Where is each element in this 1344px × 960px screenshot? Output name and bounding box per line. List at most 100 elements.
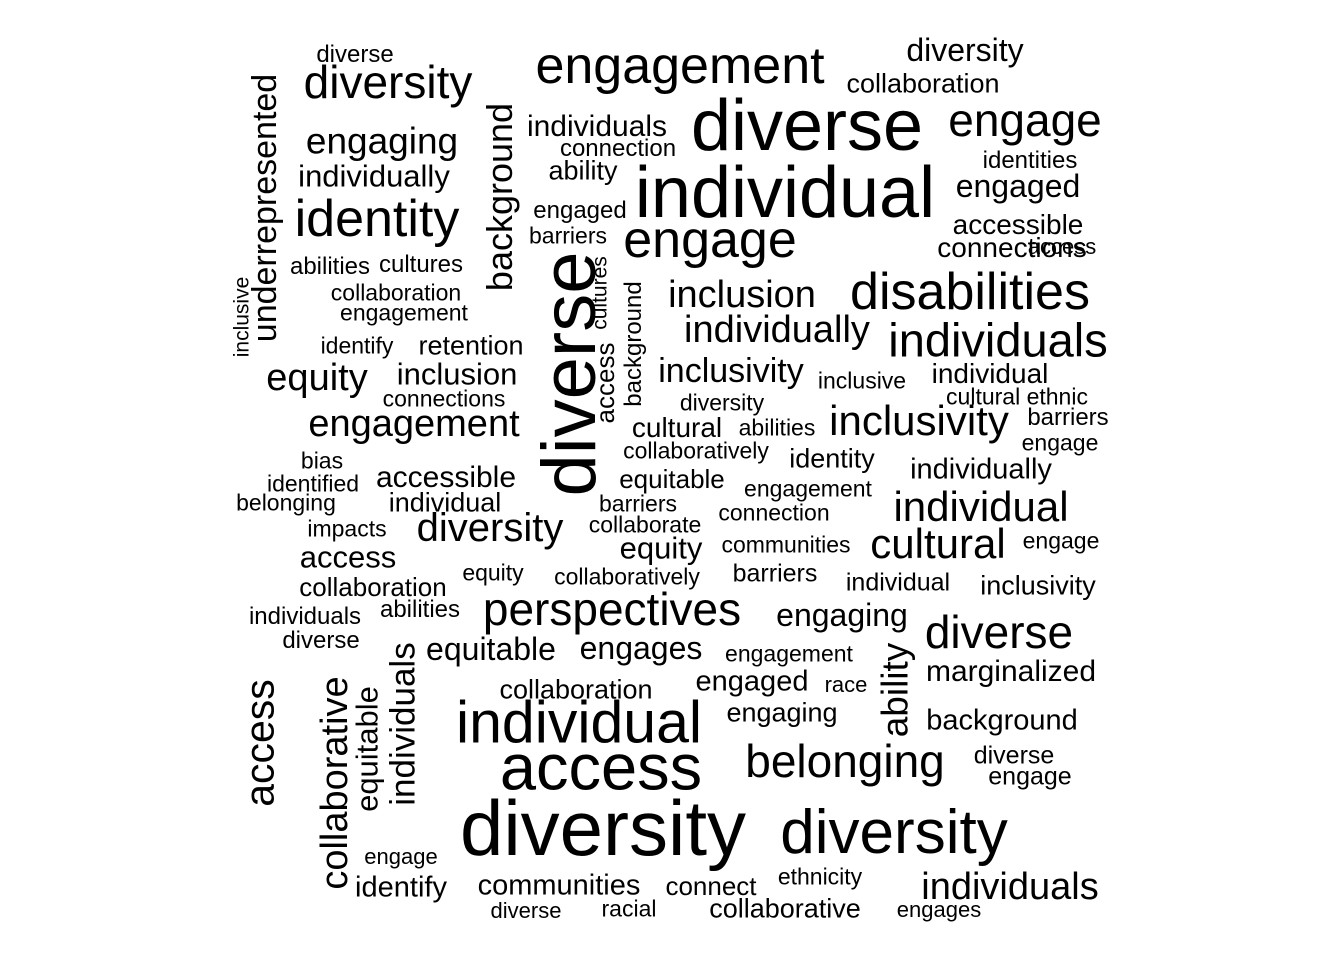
word-individual: individual [388,487,502,518]
word-engage: engage [988,762,1072,791]
word-equity: equity [619,530,703,566]
word-diversity: diversity [416,506,564,550]
word-barriers: barriers [1027,404,1109,431]
word-abilities: abilities [379,596,461,623]
word-access: access [590,342,620,424]
word-diversity: diversity [780,798,1008,867]
word-diverse: diverse [973,741,1055,770]
word-engagement: engagement [340,299,468,326]
word-inclusive: inclusive [230,276,254,358]
word-inclusion: inclusion [396,356,518,392]
word-background: background [926,704,1078,737]
word-barriers: barriers [732,559,818,588]
word-identity: identity [789,443,875,474]
word-connections: connections [937,232,1087,263]
word-access: access [236,679,283,807]
word-engage: engage [623,211,797,269]
word-diversity: diversity [303,56,473,108]
word-identity: identity [294,190,460,248]
word-race: race [824,672,868,697]
word-individual: individual [931,358,1049,389]
word-individuals: individuals [888,313,1108,367]
word-engage: engage [1021,429,1099,456]
word-accessible: accessible [375,461,517,494]
word-barriers: barriers [529,222,607,249]
word-collaboration: collaboration [299,572,447,602]
word-engages: engages [896,897,982,922]
word-perspectives: perspectives [482,583,742,635]
word-engagement: engagement [725,640,853,667]
word-belonging: belonging [236,489,336,516]
word-individually: individually [910,453,1052,486]
word-collaboration: collaboration [330,279,462,306]
word-collaboration: collaboration [499,674,653,705]
word-ability: ability [548,155,618,186]
word-background: background [620,281,647,407]
word-equity: equity [462,559,524,586]
word-barriers: barriers [599,490,677,517]
word-diversity: diversity [459,784,747,872]
word-identify: identify [355,871,447,904]
word-engagement: engagement [535,37,825,95]
word-engage: engage [948,94,1102,146]
word-access: access [499,730,703,804]
word-cultural: cultural [870,520,1006,567]
word-inclusivity: inclusivity [829,397,1009,444]
word-abilities: abilities [289,253,371,280]
word-diverse: diverse [924,606,1074,658]
word-communities: communities [721,531,851,558]
word-equitable: equitable [426,631,556,667]
word-diversity: diversity [906,32,1024,68]
word-collaborative: collaborative [709,893,861,924]
word-impacts: impacts [307,515,387,542]
word-engage: engage [364,844,438,869]
word-engaged: engaged [533,197,627,224]
word-diverse: diverse [282,627,360,654]
word-background: background [479,102,520,292]
word-individual: individual [456,689,702,756]
word-identities: identities [982,147,1078,174]
word-engaged: engaged [695,665,809,698]
word-engaging: engaging [726,697,838,728]
word-diverse: diverse [316,41,394,68]
word-connect: connect [665,871,757,901]
word-ethnicity: ethnicity [777,863,863,890]
word-accessible: accessible [952,209,1084,240]
word-individually: individually [298,158,450,194]
word-individual: individual [893,483,1069,530]
word-identify: identify [320,332,394,359]
word-engaging: engaging [305,120,459,162]
word-equitable: equitable [349,686,385,812]
word-connection: connection [559,135,677,162]
word-equity: equity [266,357,368,399]
word-individuals: individuals [383,642,423,806]
word-bias: bias [300,447,344,474]
word-ability: ability [874,642,916,738]
word-engagement: engagement [308,403,520,445]
word-access: access [1027,234,1097,259]
word-access: access [299,539,397,575]
word-disabilities: disabilities [850,263,1090,321]
word-cultures: cultures [378,251,464,278]
word-collaboratively: collaboratively [554,563,700,590]
word-individuals: individuals [526,110,668,143]
word-diversity: diversity [679,389,765,416]
word-collaboratively: collaboratively [623,437,769,464]
word-inclusion: inclusion [668,274,816,316]
word-collaborative: collaborative [314,676,356,890]
word-individual: individual [845,568,951,597]
word-belonging: belonging [745,735,945,787]
word-individuals: individuals [921,866,1099,908]
word-cultural-ethnic: cultural ethnic [946,383,1088,410]
word-engaging: engaging [776,597,908,633]
word-inclusive: inclusive [817,367,907,394]
word-diverse: diverse [490,898,562,923]
word-engaged: engaged [955,168,1081,204]
word-inclusivity: inclusivity [658,352,804,390]
word-engagement: engagement [744,475,872,502]
word-individual: individual [634,153,936,233]
word-cultural: cultural [631,412,723,443]
word-individuals: individuals [248,603,362,630]
word-marginalized: marginalized [925,655,1097,688]
